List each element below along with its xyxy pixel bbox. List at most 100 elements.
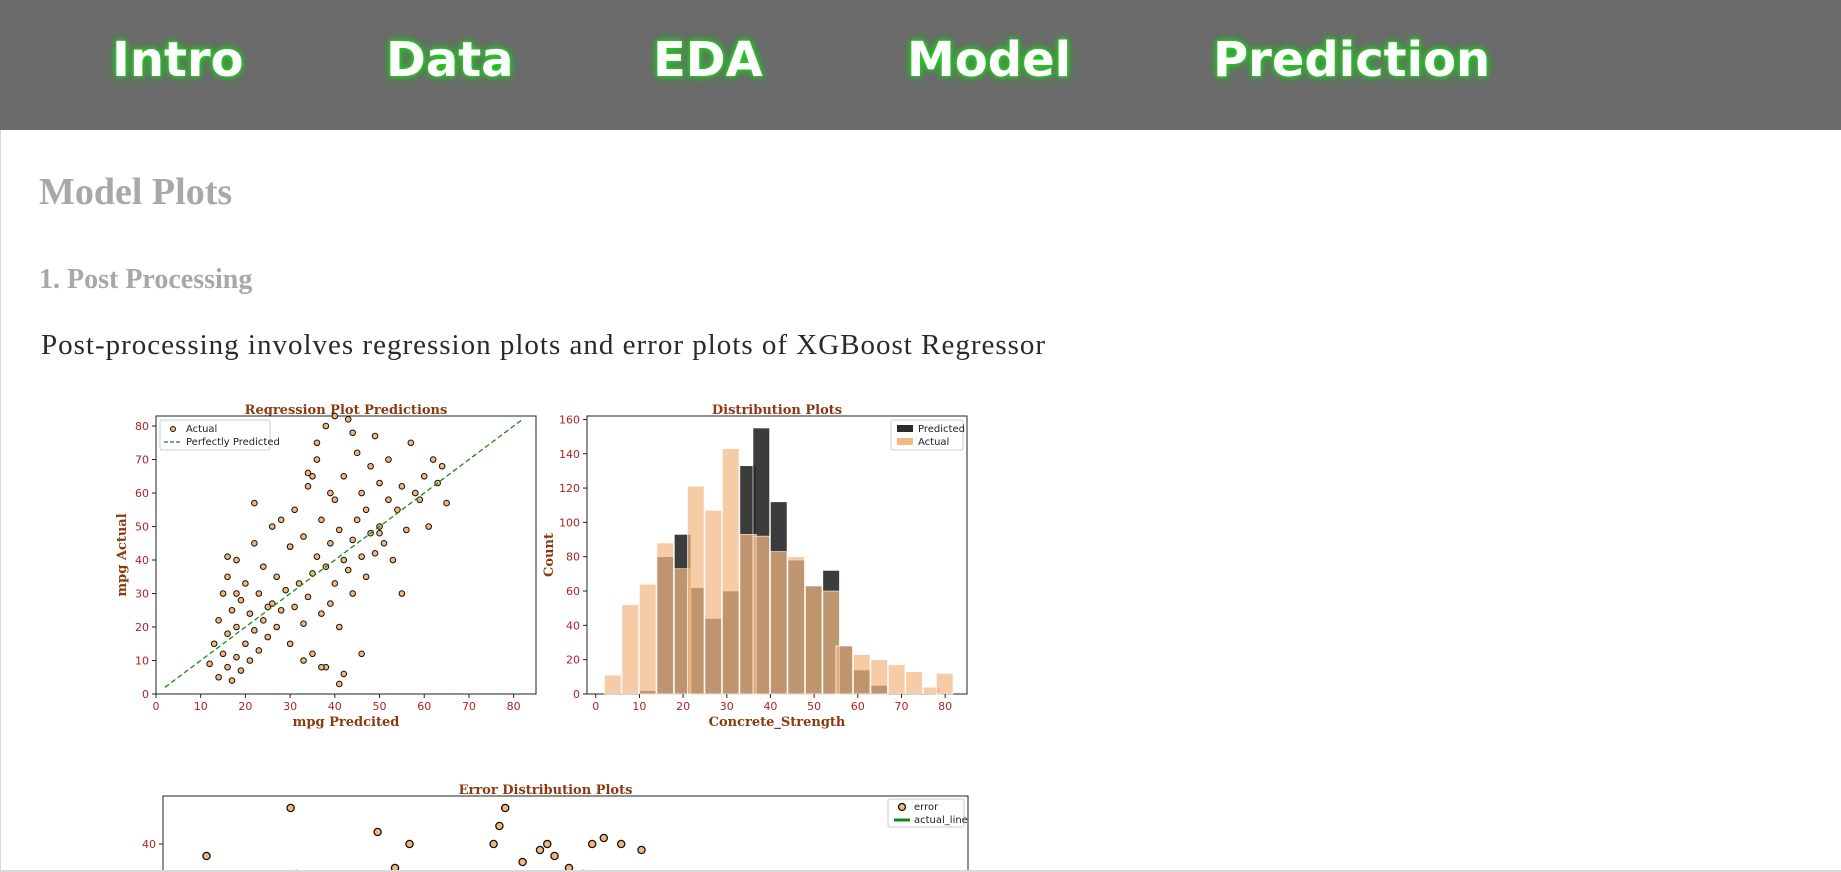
- nav-intro[interactable]: Intro: [112, 32, 244, 88]
- error-point: [405, 839, 414, 849]
- scatter-point: [416, 496, 424, 504]
- y-tick-label: 40: [566, 619, 580, 632]
- scatter-point: [367, 462, 374, 470]
- y-axis-label: Count: [542, 533, 557, 577]
- error-point: [489, 839, 498, 849]
- scatter-point: [224, 630, 231, 638]
- scatter-point: [398, 590, 406, 597]
- actual-bar: [805, 585, 823, 695]
- scatter-point: [282, 586, 289, 594]
- main-content: Model Plots 1. Post Processing Post-proc…: [0, 130, 1841, 872]
- scatter-point: [210, 640, 218, 648]
- error-plot-frame: [162, 795, 969, 872]
- scatter-point: [224, 553, 231, 560]
- scatter-point: [300, 657, 307, 664]
- scatter-point: [380, 539, 388, 547]
- scatter-point: [215, 617, 222, 624]
- page-bottom-border: [0, 870, 1841, 872]
- scatter-point: [358, 489, 365, 497]
- nav-data[interactable]: Data: [386, 32, 514, 88]
- actual-bar: [656, 542, 674, 695]
- scatter-point: [438, 462, 446, 470]
- scatter-point: [318, 516, 325, 524]
- y-tick-label: 60: [135, 487, 149, 500]
- scatter-point: [358, 553, 365, 560]
- x-tick-label: 40: [328, 700, 342, 713]
- actual-bar: [853, 654, 871, 695]
- actual-bar: [621, 604, 639, 695]
- scatter-point: [327, 489, 334, 497]
- error-point: [616, 839, 626, 849]
- nav-eda[interactable]: EDA: [653, 32, 763, 88]
- x-tick-label: 30: [283, 700, 297, 713]
- scatter-point: [358, 650, 365, 658]
- error-point: [637, 845, 646, 855]
- actual-bar: [722, 448, 740, 695]
- actual-bar: [822, 590, 840, 695]
- scatter-point: [313, 439, 321, 447]
- y-tick-label: 60: [566, 585, 580, 598]
- actual-bar: [687, 486, 705, 695]
- scatter-point: [291, 506, 298, 514]
- y-tick-label: 70: [135, 454, 149, 467]
- scatter-point: [219, 650, 227, 658]
- scatter-point: [398, 483, 406, 490]
- scatter-point: [407, 439, 415, 447]
- scatter-point: [233, 590, 240, 597]
- scatter-point: [259, 617, 267, 624]
- x-tick-label: 50: [807, 700, 821, 713]
- y-tick-label: 0: [142, 688, 149, 701]
- scatter-point: [295, 580, 303, 587]
- scatter-point: [313, 553, 321, 560]
- error-point: [286, 803, 295, 813]
- scatter-point: [215, 673, 222, 681]
- distribution-legend: Predicted Actual: [890, 419, 965, 451]
- scatter-point: [304, 483, 312, 490]
- x-tick-label: 0: [153, 700, 160, 713]
- scatter-point: [362, 573, 370, 581]
- scatter-point: [268, 600, 276, 607]
- scatter-point: [242, 640, 249, 648]
- scatter-point: [237, 596, 245, 604]
- scatter-point: [224, 573, 231, 581]
- scatter-point: [246, 657, 254, 664]
- x-tick-label: 60: [851, 700, 865, 713]
- scatter-point: [255, 647, 263, 654]
- scatter-point: [206, 660, 213, 668]
- scatter-point: [376, 479, 383, 487]
- legend-perfect-label: Perfectly Predicted: [186, 437, 280, 448]
- scatter-point: [403, 526, 410, 534]
- distribution-plot: Distribution Plots 0 10 20 30 40 50 60 70 80 0 20 40…: [542, 403, 968, 730]
- scatter-point: [264, 633, 272, 641]
- scatter-point: [331, 580, 339, 587]
- scatter-point: [233, 653, 240, 661]
- x-axis-label: Concrete_Strength: [709, 715, 846, 730]
- y-tick-label: 0: [573, 688, 580, 701]
- legend-actual-marker: [897, 438, 913, 445]
- perfect-prediction-line: [164, 418, 523, 688]
- scatter-point: [349, 429, 357, 437]
- y-tick-label: 50: [135, 521, 149, 534]
- legend-actual-label: Actual: [186, 424, 217, 435]
- nav-prediction[interactable]: Prediction: [1213, 32, 1491, 88]
- error-point: [550, 851, 559, 861]
- scatter-point: [304, 593, 312, 601]
- nav-model[interactable]: Model: [907, 32, 1072, 88]
- error-point: [500, 803, 510, 813]
- scatter-point: [335, 526, 343, 534]
- y-tick-label: 10: [135, 655, 149, 668]
- scatter-point: [233, 623, 240, 631]
- scatter-point: [251, 539, 258, 547]
- scatter-point: [300, 620, 307, 627]
- legend-predicted-label: Predicted: [918, 424, 965, 435]
- actual-bar: [835, 645, 853, 695]
- legend-actual-marker: [170, 426, 176, 432]
- error-point: [599, 833, 609, 843]
- actual-bar: [905, 671, 923, 695]
- scatter-point: [268, 523, 276, 530]
- legend-box: [159, 419, 271, 451]
- regression-legend: Actual Perfectly Predicted: [159, 419, 280, 451]
- scatter-point: [385, 456, 392, 463]
- scatter-point: [353, 449, 361, 457]
- error-distribution-plot: Error Distribution Plots 40 error actual_li…: [142, 783, 969, 872]
